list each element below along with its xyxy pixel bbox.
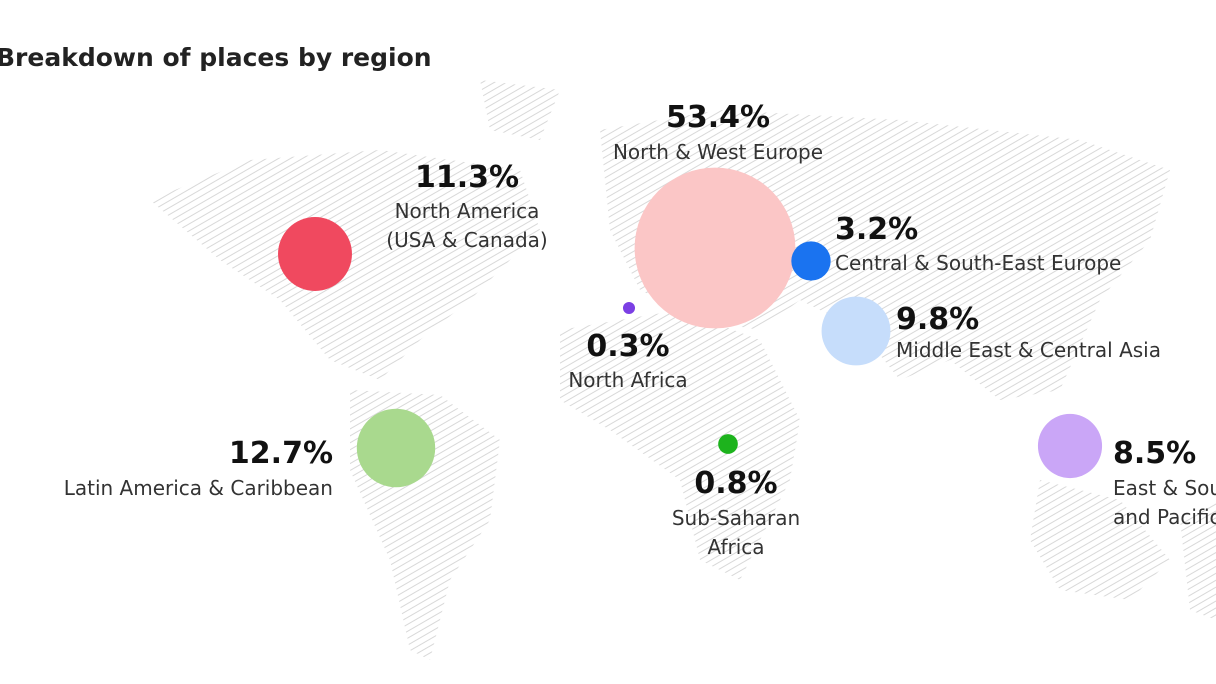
region-label: Central & South-East Europe xyxy=(835,251,1121,275)
region-label: East & South Asia xyxy=(1113,476,1216,500)
region-label: North Africa xyxy=(568,368,687,392)
chart-title: Breakdown of places by region xyxy=(0,43,432,72)
value-label: 12.7% xyxy=(229,436,333,471)
bubble xyxy=(634,167,796,329)
region-label: and Pacific xyxy=(1113,505,1216,529)
value-label: 53.4% xyxy=(666,100,770,135)
region-label: Middle East & Central Asia xyxy=(896,338,1161,362)
region-label: (USA & Canada) xyxy=(386,228,547,252)
bubble xyxy=(356,408,436,488)
bubble xyxy=(278,217,352,291)
value-label: 0.8% xyxy=(694,466,777,501)
region-label: Sub-Saharan xyxy=(672,506,800,530)
bubble xyxy=(718,434,738,454)
bubble xyxy=(791,241,831,281)
value-label: 0.3% xyxy=(586,329,669,364)
region-label: Africa xyxy=(707,535,764,559)
region-label: Latin America & Caribbean xyxy=(64,476,333,500)
value-label: 3.2% xyxy=(835,212,918,247)
value-label: 8.5% xyxy=(1113,436,1196,471)
value-label: 11.3% xyxy=(415,160,519,195)
bubble xyxy=(1037,413,1103,479)
value-label: 9.8% xyxy=(896,302,979,337)
bubble xyxy=(622,301,636,315)
bubble xyxy=(821,296,891,366)
region-label: North & West Europe xyxy=(613,140,823,164)
region-label: North America xyxy=(395,199,540,223)
